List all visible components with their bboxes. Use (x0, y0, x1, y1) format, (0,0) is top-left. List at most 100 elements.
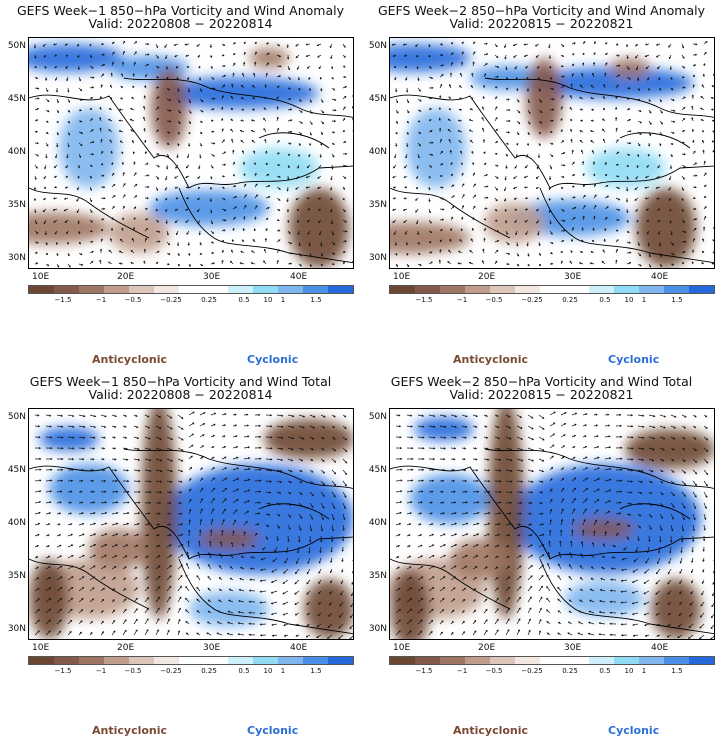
wind-arrow (483, 512, 490, 515)
wind-arrowhead (289, 481, 292, 484)
wind-arrowhead (553, 411, 556, 414)
wind-arrowhead (560, 117, 563, 121)
wind-arrowhead (231, 83, 234, 86)
wind-arrow (243, 468, 250, 471)
wind-arrowhead (561, 54, 565, 57)
wind-arrow (342, 513, 345, 520)
wind-arrowhead (431, 153, 434, 156)
wind-arrow (626, 491, 632, 494)
wind-arrowhead (411, 479, 414, 482)
wind-arrowhead (157, 66, 160, 69)
wind-arrow (582, 488, 588, 493)
wind-arrowhead (499, 490, 502, 494)
wind-arrowhead (527, 254, 530, 257)
wind-arrowhead (61, 468, 64, 471)
wind-arrow (177, 458, 183, 462)
wind-arrowhead (679, 571, 682, 574)
wind-arrowhead (464, 576, 467, 579)
wind-arrowhead (37, 608, 40, 611)
wind-arrowhead (319, 77, 322, 80)
wind-arrowhead (440, 229, 443, 232)
wind-arrowhead (229, 577, 232, 580)
wind-arrowhead (631, 436, 634, 439)
wind-arrowhead (299, 528, 302, 531)
wind-arrow (568, 576, 573, 581)
wind-arrowhead (498, 458, 502, 461)
wind-arrowhead (506, 87, 509, 90)
wind-arrowhead (46, 144, 49, 147)
wind-arrowhead (620, 457, 623, 460)
wind-arrow (196, 598, 201, 603)
wind-arrowhead (143, 260, 146, 263)
wind-arrow (78, 554, 85, 559)
wind-arrowhead (103, 468, 106, 472)
wind-arrowhead (616, 84, 619, 87)
wind-arrowhead (53, 220, 56, 223)
wind-arrow (516, 458, 523, 462)
wind-arrowhead (133, 161, 136, 164)
wind-arrow (472, 555, 478, 559)
wind-arrowhead (306, 602, 309, 605)
wind-arrowhead (260, 568, 263, 572)
wind-arrowhead (244, 183, 247, 186)
wind-arrow (100, 554, 107, 559)
wind-arrowhead (70, 523, 73, 526)
wind-arrowhead (166, 77, 169, 80)
wind-arrowhead (572, 518, 575, 521)
wind-arrowhead (92, 501, 96, 504)
wind-arrowhead (82, 447, 85, 450)
wind-arrow (177, 630, 180, 636)
wind-arrow (604, 521, 609, 526)
wind-arrowhead (713, 161, 714, 163)
wind-arrowhead (299, 132, 302, 136)
wind-arrowhead (102, 63, 106, 66)
wind-arrowhead (352, 548, 353, 550)
wind-arrowhead (592, 227, 595, 230)
wind-arrowhead (509, 512, 512, 515)
wind-arrowhead (165, 209, 168, 212)
wind-arrowhead (638, 98, 641, 101)
wind-arrowhead (69, 631, 72, 634)
wind-arrowhead (120, 238, 123, 241)
wind-arrowhead (590, 130, 593, 133)
wind-arrowhead (459, 239, 462, 242)
colorbar-label: −1.5 (54, 296, 72, 304)
wind-arrowhead (158, 230, 161, 233)
wind-arrowhead (691, 117, 694, 120)
wind-arrow (395, 598, 401, 603)
wind-arrow (317, 623, 322, 627)
cyclonic-label: Cyclonic (247, 353, 299, 366)
wind-arrowhead (278, 209, 281, 211)
wind-arrowhead (281, 414, 284, 417)
wind-arrowhead (498, 522, 501, 526)
wind-arrowhead (68, 100, 71, 103)
wind-arrowhead (523, 43, 526, 46)
wind-arrow (538, 414, 545, 419)
wind-arrow (295, 612, 300, 616)
wind-arrowhead (255, 532, 258, 535)
wind-arrowhead (590, 566, 594, 569)
wind-arrowhead (637, 243, 640, 247)
wind-arrowhead (156, 76, 160, 79)
wind-arrowhead (473, 588, 477, 591)
wind-arrowhead (505, 77, 508, 80)
wind-arrowhead (305, 54, 308, 58)
wind-arrowhead (286, 57, 290, 60)
wind-arrowhead (143, 116, 146, 119)
wind-arrowhead (578, 262, 582, 265)
wind-arrowhead (345, 230, 348, 233)
wind-arrowhead (209, 540, 212, 543)
wind-arrowhead (527, 132, 530, 136)
wind-arrowhead (570, 118, 573, 121)
wind-arrowhead (188, 264, 191, 267)
wind-arrowhead (552, 108, 555, 111)
wind-arrowhead (713, 64, 714, 66)
colorbar-label: −0.25 (160, 296, 182, 304)
wind-arrowhead (71, 565, 74, 568)
wind-arrowhead (704, 506, 707, 510)
wind-arrowhead (68, 110, 71, 113)
wind-arrowhead (188, 519, 191, 522)
wind-arrowhead (628, 118, 632, 121)
wind-arrow (155, 469, 162, 472)
wind-arrowhead (322, 494, 325, 497)
